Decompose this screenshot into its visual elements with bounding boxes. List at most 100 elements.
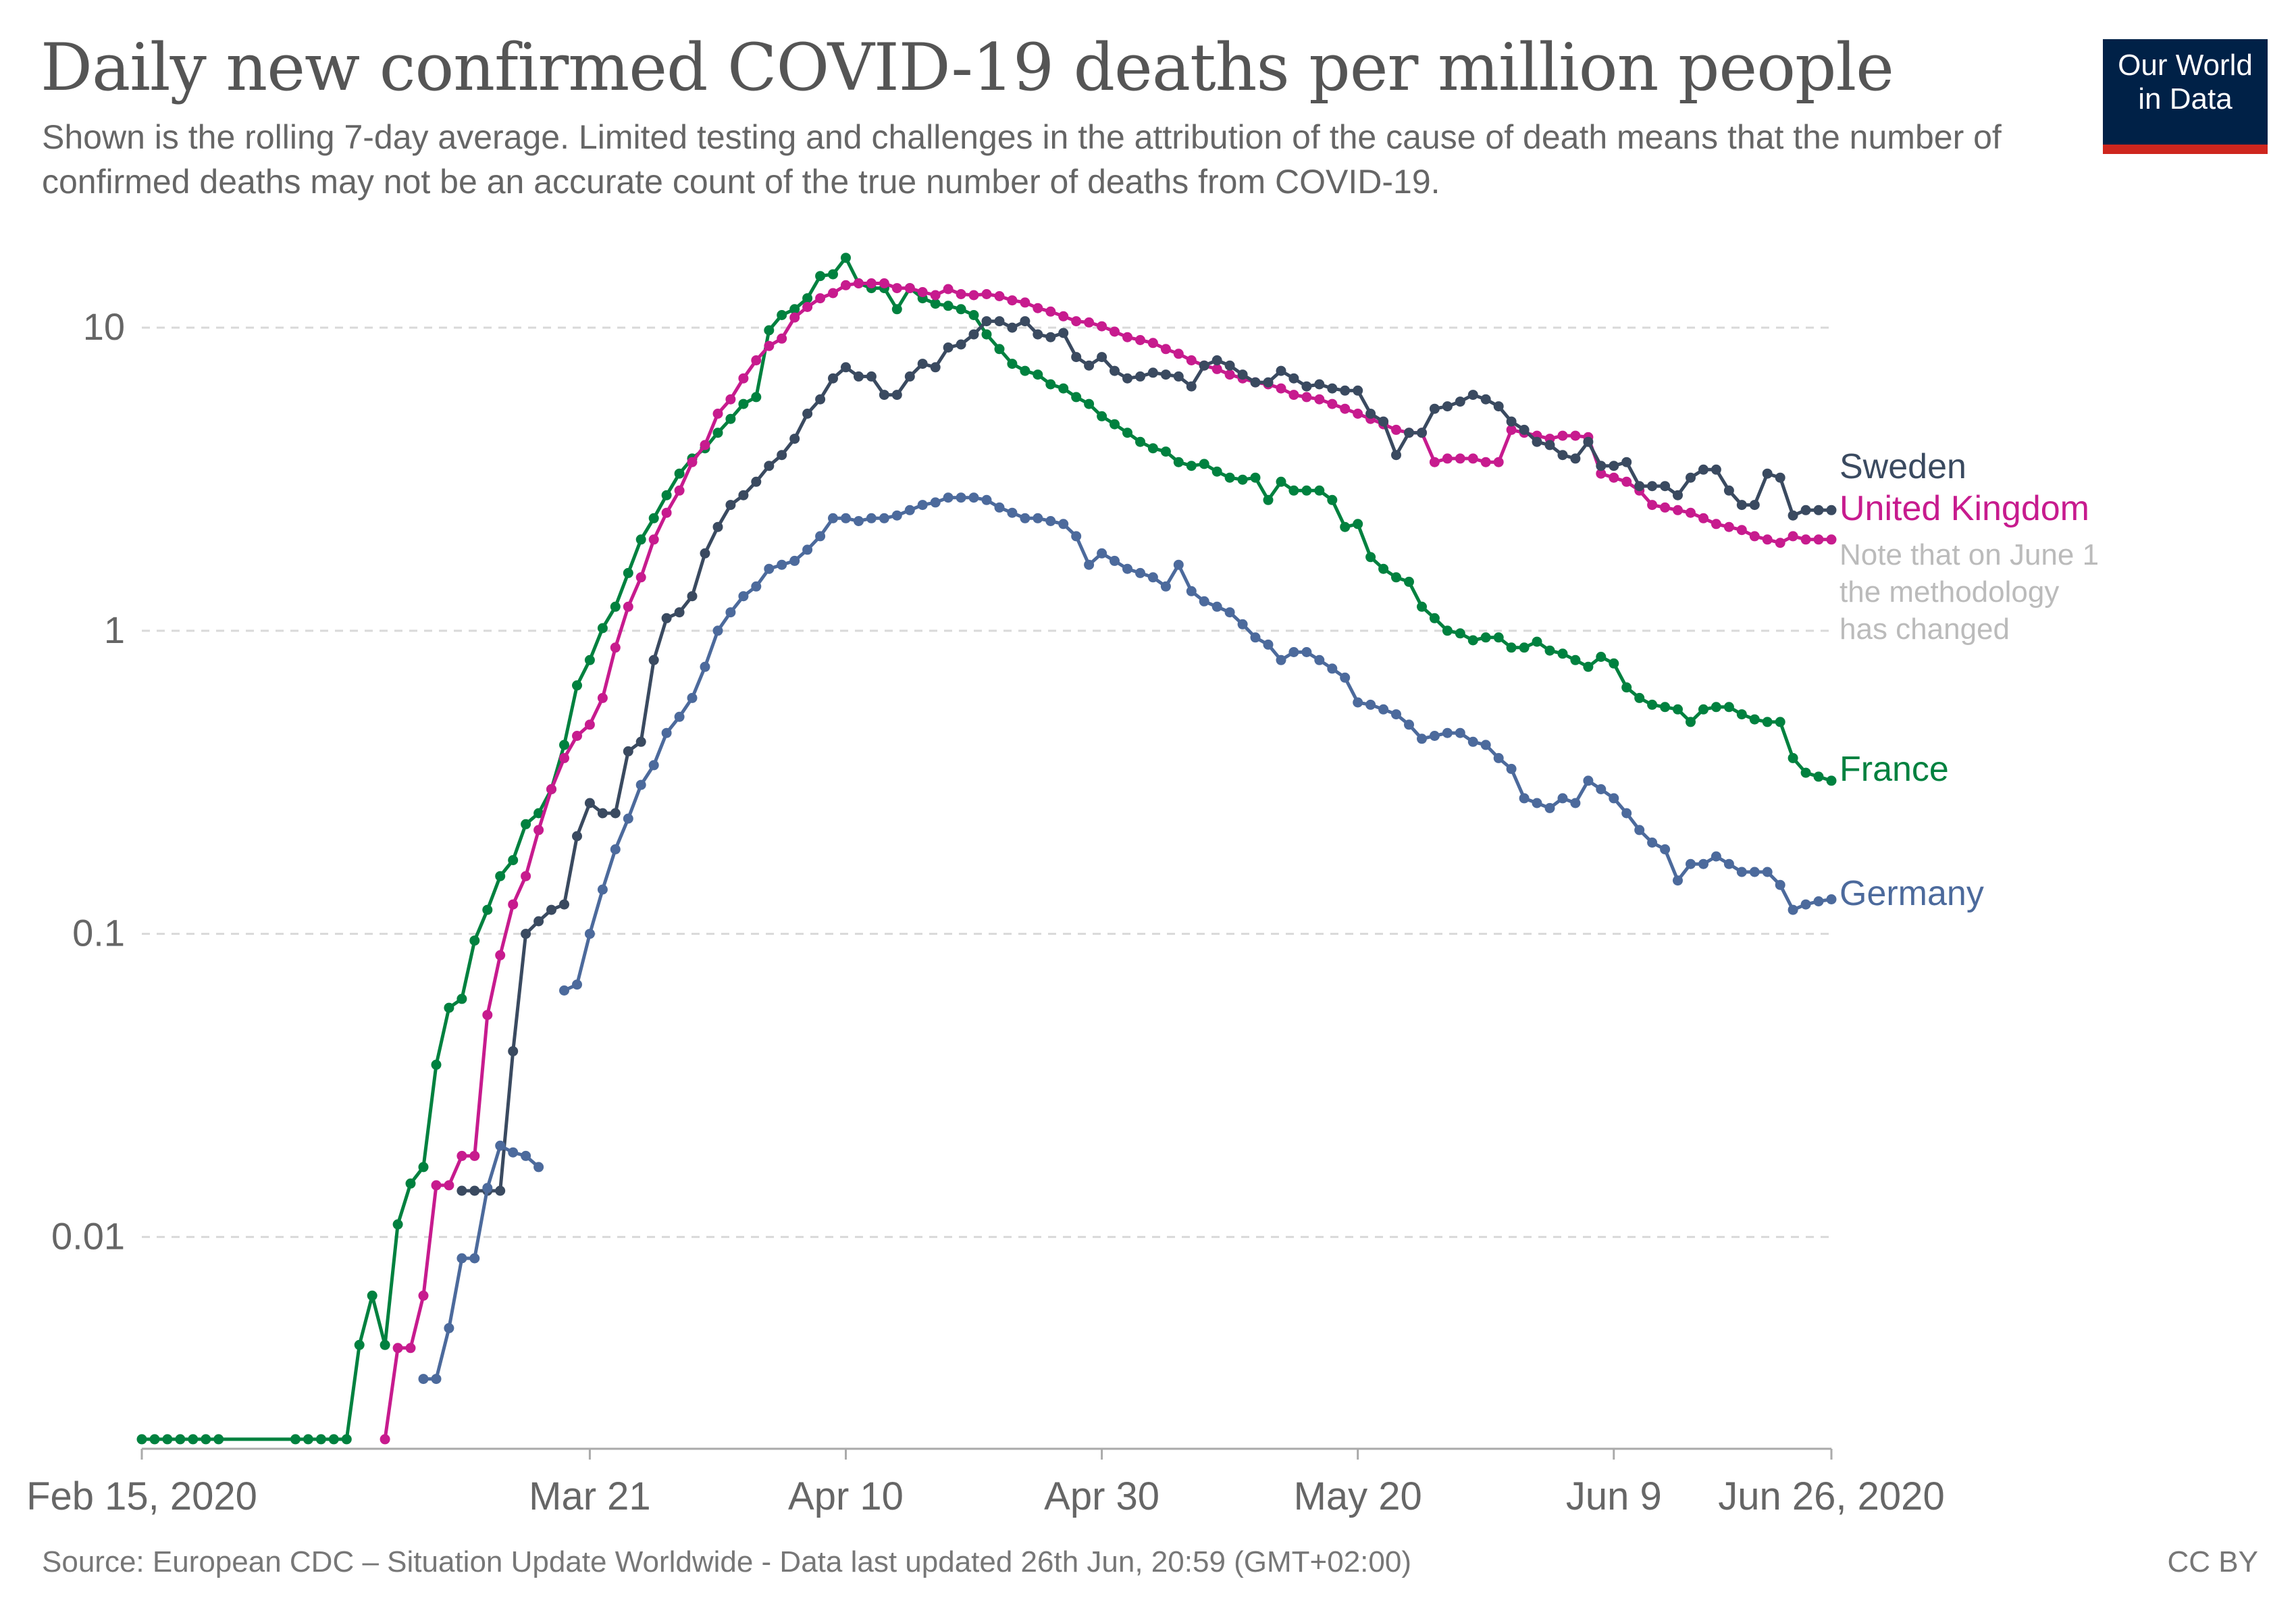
y-tick-label: 10 xyxy=(83,305,125,348)
chart-title: Daily new confirmed COVID-19 deaths per … xyxy=(41,30,1894,105)
data-point-germany xyxy=(469,1253,480,1264)
data-point-united-kingdom xyxy=(1596,468,1607,479)
data-point-sweden xyxy=(1506,416,1517,427)
source-note[interactable]: Source: European CDC – Situation Update … xyxy=(42,1545,1411,1578)
legend-label-germany: Germany xyxy=(1840,874,1984,913)
data-point-sweden xyxy=(738,490,749,500)
data-point-united-kingdom xyxy=(751,355,762,365)
data-point-united-kingdom xyxy=(1723,521,1734,532)
data-point-united-kingdom xyxy=(1480,457,1491,467)
data-point-germany xyxy=(815,531,826,542)
data-point-france xyxy=(1327,494,1338,505)
data-point-germany xyxy=(1723,858,1734,869)
data-point-germany xyxy=(1327,663,1338,674)
data-point-france xyxy=(1020,365,1030,376)
data-point-sweden xyxy=(1301,381,1312,392)
data-point-germany xyxy=(891,510,902,521)
data-point-germany xyxy=(1673,875,1683,886)
data-point-france xyxy=(482,904,493,915)
data-point-united-kingdom xyxy=(802,302,813,312)
data-point-france xyxy=(943,301,954,311)
data-point-germany xyxy=(1429,731,1440,741)
data-point-united-kingdom xyxy=(521,871,531,881)
data-point-sweden xyxy=(1647,481,1658,492)
data-point-united-kingdom xyxy=(700,440,710,451)
data-point-germany xyxy=(1506,763,1517,774)
data-point-united-kingdom xyxy=(1327,398,1338,409)
data-point-sweden xyxy=(1493,401,1504,412)
data-point-germany xyxy=(1122,563,1132,574)
data-point-france xyxy=(1723,702,1734,713)
data-point-france xyxy=(674,468,685,479)
data-point-germany xyxy=(917,500,928,511)
x-axis: Feb 15, 2020 Mar 21 Apr 10 Apr 30 May 20 Jun … xyxy=(26,1447,1945,1518)
data-point-france xyxy=(1186,461,1197,471)
data-point-france xyxy=(328,1434,339,1445)
data-point-united-kingdom xyxy=(1135,335,1145,345)
data-point-germany xyxy=(572,979,582,990)
data-point-sweden xyxy=(994,316,1005,327)
data-point-sweden xyxy=(1698,464,1708,475)
data-point-france xyxy=(1442,625,1453,636)
data-point-sweden xyxy=(546,904,556,915)
data-point-germany xyxy=(508,1147,519,1158)
data-point-germany xyxy=(687,692,698,703)
data-point-france xyxy=(1237,474,1248,485)
data-point-united-kingdom xyxy=(1429,457,1440,467)
x-tick-label: Apr 30 xyxy=(1044,1474,1159,1518)
data-point-france xyxy=(648,513,659,523)
data-point-germany xyxy=(1173,559,1184,570)
data-point-france xyxy=(1634,692,1645,703)
data-point-sweden xyxy=(1480,394,1491,405)
x-tick-label: Jun 9 xyxy=(1566,1474,1662,1518)
data-point-france xyxy=(392,1219,403,1230)
data-point-germany xyxy=(635,779,646,790)
data-point-sweden xyxy=(495,1185,506,1196)
data-point-france xyxy=(188,1434,199,1445)
methodology-note-line: has changed xyxy=(1840,613,2010,646)
data-point-sweden xyxy=(1033,329,1043,340)
data-point-united-kingdom xyxy=(854,278,864,288)
data-point-france xyxy=(610,601,621,612)
data-point-sweden xyxy=(1378,416,1389,427)
data-point-germany xyxy=(1749,867,1760,877)
data-point-united-kingdom xyxy=(956,289,966,299)
data-point-france xyxy=(1506,642,1517,653)
data-point-sweden xyxy=(866,371,877,382)
data-point-germany xyxy=(738,591,749,602)
license-link[interactable]: CC BY xyxy=(2167,1545,2258,1578)
data-point-france xyxy=(1404,576,1414,587)
data-point-france xyxy=(1519,642,1530,653)
data-point-united-kingdom xyxy=(635,572,646,583)
data-point-sweden xyxy=(1224,360,1235,371)
data-point-united-kingdom xyxy=(1391,424,1401,435)
data-point-united-kingdom xyxy=(1020,297,1030,308)
data-point-france xyxy=(1045,379,1056,390)
data-point-germany xyxy=(841,513,851,523)
data-point-united-kingdom xyxy=(456,1150,467,1161)
owid-logo[interactable]: Our World in Data xyxy=(2103,39,2268,154)
data-point-united-kingdom xyxy=(1084,317,1095,328)
data-point-france xyxy=(1660,702,1671,713)
data-point-sweden xyxy=(1762,468,1773,479)
data-point-united-kingdom xyxy=(1826,534,1837,545)
data-point-germany xyxy=(1557,793,1568,804)
data-point-germany xyxy=(1493,752,1504,763)
data-point-germany xyxy=(559,985,569,996)
data-point-sweden xyxy=(968,329,979,340)
data-point-france xyxy=(1532,636,1542,647)
data-point-germany xyxy=(828,513,838,523)
data-point-sweden xyxy=(687,591,698,602)
data-point-france xyxy=(1826,775,1837,786)
data-point-sweden xyxy=(584,798,595,808)
data-point-united-kingdom xyxy=(981,289,992,299)
data-point-germany xyxy=(1353,697,1363,708)
data-point-sweden xyxy=(1711,464,1721,475)
data-point-germany xyxy=(1365,699,1376,710)
data-point-germany xyxy=(751,581,762,592)
data-point-france xyxy=(418,1162,429,1173)
data-point-germany xyxy=(521,1150,531,1161)
data-point-france xyxy=(1813,771,1824,782)
data-point-united-kingdom xyxy=(1557,430,1568,441)
